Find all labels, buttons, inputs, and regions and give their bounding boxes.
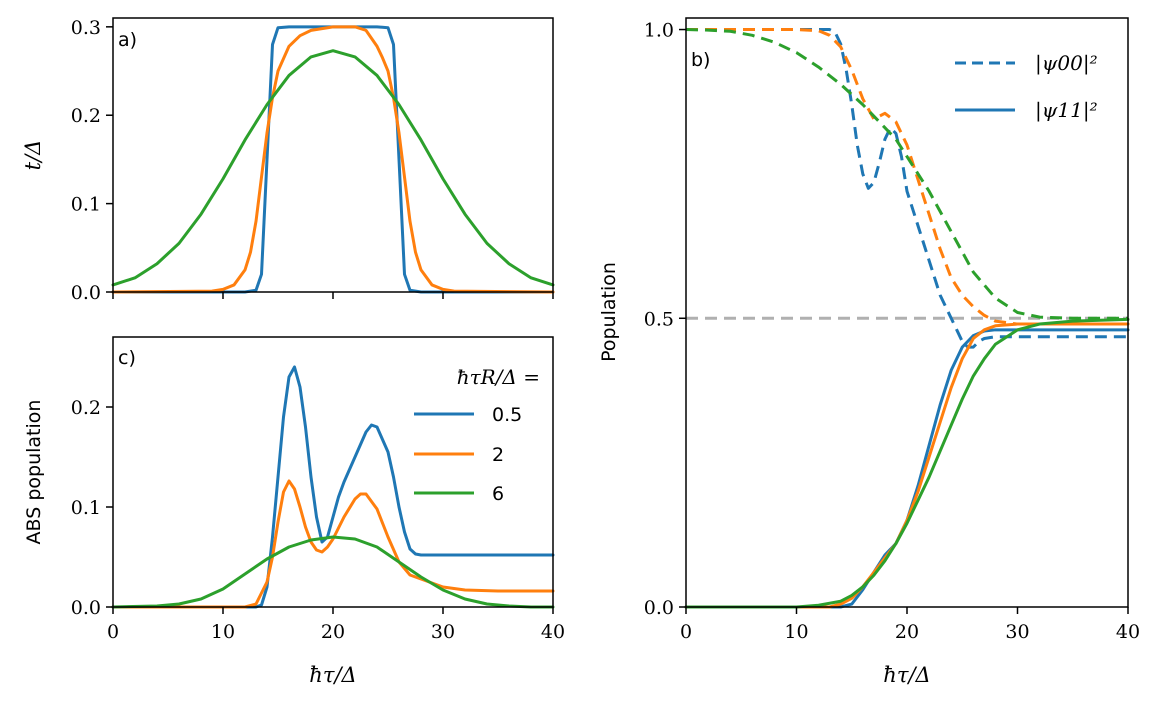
panel-b-series-psi11-6	[684, 317, 1130, 609]
panel-c-series-6	[111, 535, 555, 609]
panel-c-xtick-label: 30	[431, 621, 455, 643]
panel-c-legend: ħτR/Δ = 0.5 2 6	[414, 365, 540, 505]
panel-c-xtick-label: 40	[541, 621, 565, 643]
panel-c-ylabel: ABS population	[23, 400, 45, 545]
panel-c-ytick-label: 0.2	[71, 397, 101, 419]
panel-b-frame	[685, 17, 1129, 608]
panel-c-xtick-label: 0	[107, 621, 119, 643]
panel-c-legend-label-1: 2	[492, 444, 504, 466]
panel-c-ticks: 0 10 20 30 40 0.0 0.1 0.2	[71, 397, 565, 643]
panel-c-legend-title: ħτR/Δ =	[457, 365, 540, 389]
panel-c-label: c)	[118, 347, 136, 369]
panel-b-xtick-label: 40	[1116, 621, 1140, 643]
panel-a-series	[111, 25, 555, 294]
panel-c-legend-label-2: 6	[492, 483, 504, 505]
panel-b-series	[684, 28, 1130, 609]
panel-b-xlabel: ħτ/Δ	[883, 663, 930, 687]
panel-a-ylabel: t/Δ	[21, 140, 45, 171]
panel-c-frame	[112, 336, 554, 608]
panel-b-series-psi00-6	[685, 28, 1128, 320]
panel-b-ytick-label: 1.0	[644, 20, 674, 42]
panel-c-legend-label-0: 0.5	[492, 404, 522, 426]
panel-a-ytick-label: 0.1	[71, 194, 101, 216]
panel-c-series-0.5	[111, 365, 555, 609]
panel-a-label: a)	[118, 29, 137, 51]
panel-a-series-0.5	[111, 25, 555, 294]
panel-b-ytick-label: 0.5	[644, 308, 674, 330]
panel-a-frame	[112, 17, 554, 293]
panel-a-ytick-label: 0.0	[71, 282, 101, 304]
panel-a-ytick-label: 0.3	[71, 17, 101, 39]
panel-b-ytick-label: 0.0	[644, 597, 674, 619]
panel-a-series-6	[111, 49, 555, 287]
panel-b-xtick-label: 0	[680, 621, 692, 643]
panel-b-series-psi00-2	[686, 28, 1128, 326]
panel-b-label: b)	[691, 49, 710, 71]
panel-a: 0.0 0.1 0.2 0.3 a) t/Δ	[21, 17, 555, 304]
panel-c-ytick-label: 0.1	[71, 497, 101, 519]
panel-b-series-psi11-2	[684, 322, 1130, 609]
panel-b-legend-label-1: |ψ11|²	[1035, 98, 1098, 123]
panel-b-xtick-label: 30	[1005, 621, 1029, 643]
panel-c-xlabel: ħτ/Δ	[309, 663, 356, 687]
panel-c-series	[111, 365, 555, 609]
panel-b-series-psi11-0.5	[684, 328, 1130, 609]
panel-b-legend-label-0: |ψ00|²	[1035, 51, 1098, 76]
panel-a-series-2	[111, 25, 555, 294]
panel-a-ticks: 0.0 0.1 0.2 0.3	[71, 17, 554, 304]
panel-b-legend: |ψ00|² |ψ11|²	[955, 51, 1098, 123]
panel-c-ytick-label: 0.0	[71, 597, 101, 619]
panel-b-ylabel: Population	[598, 262, 620, 362]
panel-b-series-psi00-0.5	[686, 28, 1128, 349]
panel-b-xtick-label: 20	[895, 621, 919, 643]
panel-c-xtick-label: 10	[211, 621, 235, 643]
panel-b: 0 10 20 30 40 0.0 0.5 1.0 b) Population ħτ/Δ |ψ…	[598, 17, 1140, 687]
panel-a-ytick-label: 0.2	[71, 105, 101, 127]
panel-b-xtick-label: 10	[784, 621, 808, 643]
panel-c-xtick-label: 20	[321, 621, 345, 643]
panel-c-series-2	[111, 479, 555, 609]
panel-b-ticks: 0 10 20 30 40 0.0 0.5 1.0	[644, 20, 1140, 643]
panel-c: 0 10 20 30 40 0.0 0.1 0.2 c) ABS population ħτ/…	[23, 336, 565, 687]
